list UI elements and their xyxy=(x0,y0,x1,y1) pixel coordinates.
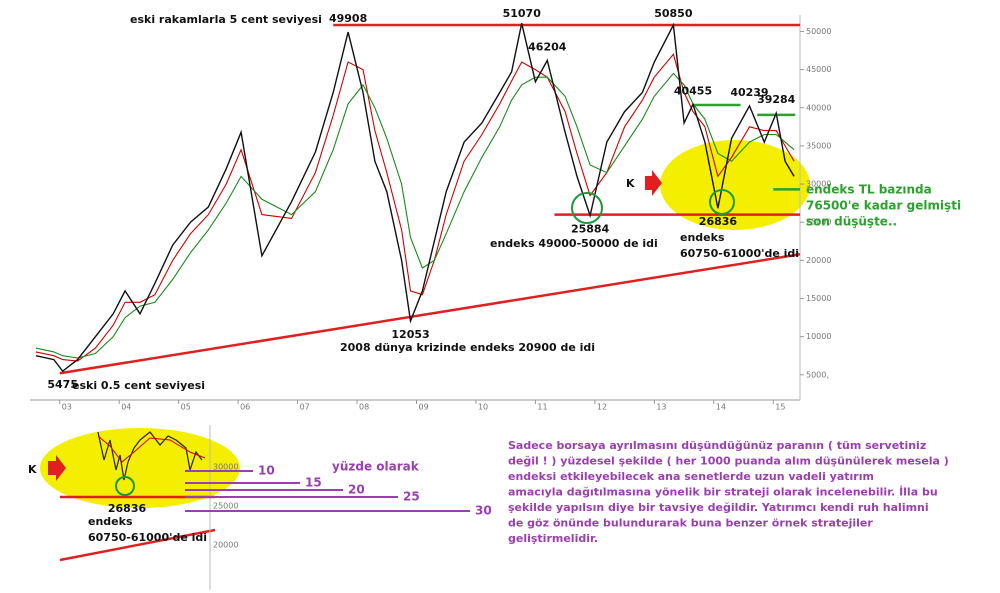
point-label: 12053 xyxy=(391,328,429,341)
point-label: 40239 xyxy=(730,86,768,99)
reference-line xyxy=(59,253,801,375)
y-tick-label: 5000, xyxy=(806,370,829,379)
level-label: 20 xyxy=(348,483,365,497)
inset-title: yüzde olarak xyxy=(332,460,420,474)
x-tick-label: 04 xyxy=(121,403,131,412)
series-line xyxy=(35,72,795,359)
green-annotation: son düşüşte.. xyxy=(806,215,897,229)
inset-low: 26836 xyxy=(108,502,147,515)
inset-note: endeks xyxy=(88,515,133,528)
x-tick-label: 09 xyxy=(418,403,428,412)
series-line xyxy=(35,22,795,373)
inset-marker: K xyxy=(28,463,37,476)
inset-low-circle xyxy=(115,476,135,496)
y-tick-label: 50000 xyxy=(806,27,831,36)
inset-trend-line xyxy=(59,528,216,562)
low-circle xyxy=(709,189,735,215)
x-tick-label: 03 xyxy=(62,403,72,412)
paragraph-line: değil ! ) yüzdesel şekilde ( her 1000 pu… xyxy=(508,455,949,468)
green-annotation: endeks TL bazında xyxy=(806,183,932,197)
inset-average xyxy=(97,435,206,463)
annotation: 2008 dünya krizinde endeks 20900 de idi xyxy=(340,341,595,354)
paragraph-line: Sadece borsaya ayrılmasını düşündüğünüz … xyxy=(508,439,926,452)
inset-tick-label: 25000 xyxy=(213,502,238,511)
plot-area: 5000, 10000 15000 20000 25000 30000 35000 40000… xyxy=(35,7,831,412)
paragraph-line: amacıyla dağıtılmasına yönelik bir strat… xyxy=(508,485,938,499)
inset-ellipse xyxy=(40,428,240,508)
y-tick-label: 10000 xyxy=(806,332,831,341)
point-label: 51070 xyxy=(503,7,542,20)
x-tick-label: 05 xyxy=(181,403,191,412)
annotation: endeks xyxy=(680,231,725,244)
x-tick-label: 10 xyxy=(478,403,488,412)
y-tick-label: 40000 xyxy=(806,103,831,112)
point-label: 25884 xyxy=(571,222,610,235)
paragraph-line: endeksi etkileyebilecek ana senetlerde u… xyxy=(508,470,874,483)
y-tick-label: 35000 xyxy=(806,141,831,150)
level-label: 10 xyxy=(258,464,275,478)
notes: eski rakamlarla 5 cent seviyesi eski 0.5 … xyxy=(72,13,961,545)
point-label: 50850 xyxy=(654,7,693,20)
y-tick-label: 15000 xyxy=(806,294,831,303)
x-tick-label: 13 xyxy=(656,403,666,412)
level-label: 15 xyxy=(305,476,322,490)
level-label: 25 xyxy=(403,490,420,504)
inset-price xyxy=(97,431,203,481)
annotation: endeks 49000-50000 de idi xyxy=(490,237,658,250)
paragraph-line: şekilde yapılsın diye bir tavsiye değild… xyxy=(508,501,929,514)
x-tick-label: 08 xyxy=(359,403,369,412)
green-annotation: 76500'e kadar gelmişti xyxy=(806,199,961,213)
point-label: 39284 xyxy=(757,93,796,106)
x-tick-label: 07 xyxy=(300,403,310,412)
annotation: eski rakamlarla 5 cent seviyesi xyxy=(130,13,322,26)
paragraph-line: de göz önünde bulundurarak buna benzer ö… xyxy=(508,517,873,530)
x-tick-label: 06 xyxy=(240,403,250,412)
annotation: 60750-61000'de idi xyxy=(680,247,799,260)
x-tick-label: 15 xyxy=(775,403,785,412)
annotation: eski 0.5 cent seviyesi xyxy=(72,379,205,392)
point-label: 46204 xyxy=(528,40,567,53)
inset-tick-label: 30000 xyxy=(213,463,238,472)
point-label: 49908 xyxy=(329,12,367,25)
series-line xyxy=(35,53,795,362)
annotation: K xyxy=(626,177,635,190)
highlight-ellipse xyxy=(660,140,810,230)
x-tick-label: 14 xyxy=(716,403,726,412)
inset-tick-label: 20000 xyxy=(213,541,238,550)
y-tick-label: 20000 xyxy=(806,256,831,265)
y-tick-label: 25000 xyxy=(806,218,831,227)
x-tick-label: 12 xyxy=(597,403,607,412)
point-label: 40455 xyxy=(674,84,712,97)
level-label: 30 xyxy=(475,504,492,518)
y-tick-label: 45000 xyxy=(806,65,831,74)
arrow xyxy=(645,170,662,196)
inset-note: 60750-61000'de idi xyxy=(88,531,207,544)
x-tick-label: 11 xyxy=(537,403,547,412)
y-tick-label: 30000 xyxy=(806,180,831,189)
point-label: 5475 xyxy=(47,378,78,391)
paragraph-line: geliştirmelidir. xyxy=(508,532,598,545)
point-label: 26836 xyxy=(699,215,738,228)
inset: 30000 25000 20000 10 15 20 25 30 yüzde olarak 268… xyxy=(28,460,492,550)
low-circle xyxy=(571,192,603,224)
inset-arrow xyxy=(48,455,66,481)
